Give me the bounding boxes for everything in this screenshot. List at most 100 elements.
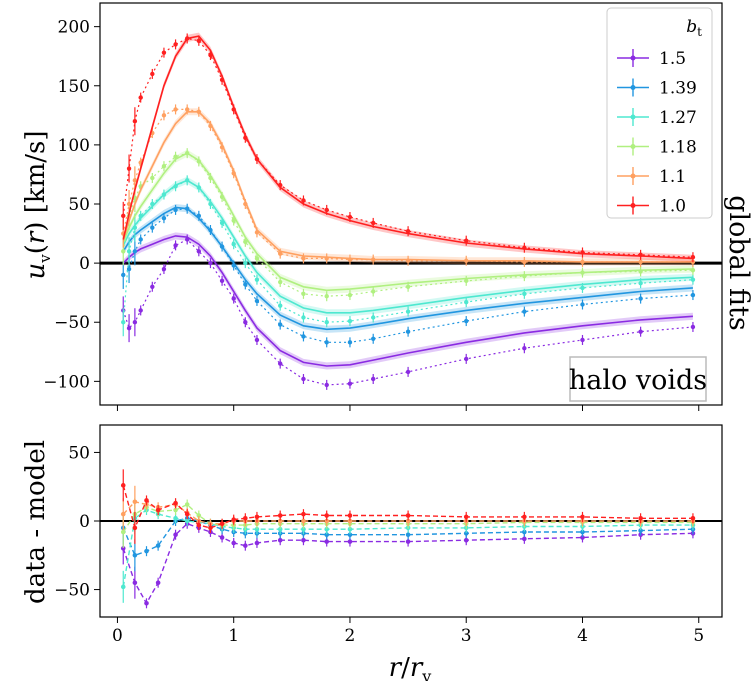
data-point-1.18 [173, 154, 178, 159]
residual-line-1.18 [122, 503, 693, 533]
residual-point-1.18 [173, 507, 178, 513]
data-point-1.1 [184, 107, 190, 112]
data-point-1.0 [208, 52, 213, 58]
residual-point-1.1 [405, 518, 411, 524]
data-point-1.1 [208, 123, 213, 129]
legend-marker-1.39 [630, 85, 636, 90]
top-ytick-label: 50 [68, 195, 90, 215]
data-point-1.0 [161, 50, 167, 55]
data-point-1.5 [254, 337, 260, 343]
residual-point-1.0 [254, 514, 260, 520]
data-point-1.27 [138, 213, 143, 219]
legend-label-1.0: 1.0 [659, 197, 686, 217]
top-ytick-label: −50 [54, 313, 90, 333]
data-point-1.0 [150, 71, 155, 77]
data-point-1.0 [638, 252, 643, 258]
data-point-1.1 [347, 257, 353, 262]
residual-point-1.39 [405, 532, 411, 538]
halo-voids-annotation: halo voids [569, 356, 707, 402]
residual-line-1.27 [122, 509, 693, 587]
data-point-1.39 [405, 329, 411, 334]
residual-point-1.0 [324, 513, 330, 518]
data-point-1.1 [278, 251, 283, 256]
bottom-xtick-label: 1 [228, 626, 239, 646]
data-point-1.5 [638, 329, 643, 334]
top-series-1.27 [121, 175, 696, 337]
data-point-1.5 [132, 320, 138, 325]
data-point-1.39 [522, 309, 527, 314]
residual-point-1.39 [144, 548, 149, 554]
residual-point-1.39 [347, 532, 353, 538]
data-point-1.0 [126, 166, 132, 171]
residual-point-1.27 [173, 515, 178, 521]
residual-point-1.5 [173, 532, 178, 538]
residual-point-1.1 [132, 499, 138, 505]
legend-marker-1.27 [630, 114, 636, 120]
residual-line-1.0 [122, 485, 693, 531]
data-point-1.0 [278, 182, 283, 188]
data-point-1.27 [324, 320, 329, 325]
legend-label-1.5: 1.5 [659, 49, 686, 69]
top-series-1.0 [121, 32, 696, 263]
data-point-1.5 [173, 243, 178, 248]
residual-point-1.5 [219, 535, 225, 540]
bottom-ytick-label: −50 [54, 581, 90, 601]
residual-point-1.1 [324, 518, 330, 524]
residual-point-1.27 [254, 526, 260, 532]
residual-point-1.0 [144, 498, 149, 503]
residual-point-1.5 [463, 537, 469, 543]
residual-point-1.0 [219, 521, 225, 527]
data-point-1.1 [580, 259, 585, 265]
data-point-1.18 [371, 289, 376, 294]
data-point-1.39 [184, 206, 190, 211]
residual-point-1.1 [120, 511, 126, 517]
bottom-xtick-label: 5 [693, 626, 704, 646]
residual-point-1.0 [405, 513, 411, 518]
top-series-1.5 [121, 232, 696, 390]
residual-point-1.5 [347, 539, 353, 544]
residual-point-1.39 [522, 529, 527, 535]
data-point-1.39 [690, 292, 696, 298]
data-point-1.5 [371, 376, 376, 382]
residual-point-1.0 [173, 500, 178, 506]
data-point-1.18 [324, 294, 329, 299]
data-point-1.18 [208, 175, 213, 181]
residual-point-1.5 [132, 580, 138, 586]
xlabel: r/rv [389, 653, 432, 681]
data-point-1.1 [371, 257, 376, 262]
data-point-1.27 [219, 220, 225, 226]
data-point-1.0 [580, 250, 585, 255]
data-point-1.18 [464, 278, 469, 284]
annotation-box [569, 356, 707, 402]
data-point-1.18 [231, 218, 236, 223]
bottom-ytick-label: 0 [79, 512, 90, 532]
data-point-1.1 [132, 178, 138, 183]
model-line-1.5 [122, 235, 693, 367]
data-point-1.0 [301, 198, 306, 203]
data-point-1.1 [126, 201, 132, 207]
data-point-1.18 [580, 270, 585, 275]
data-point-1.18 [347, 292, 353, 298]
residual-point-1.5 [277, 537, 283, 543]
residual-point-1.18 [120, 529, 126, 535]
residual-point-1.5 [405, 539, 411, 544]
data-point-1.18 [121, 249, 126, 254]
data-point-1.27 [126, 249, 132, 254]
residual-point-1.0 [580, 514, 585, 520]
data-point-1.5 [324, 382, 329, 388]
data-point-1.0 [132, 119, 138, 124]
data-point-1.27 [580, 285, 585, 291]
data-point-1.27 [150, 201, 155, 207]
residual-point-1.27 [347, 526, 353, 532]
data-point-1.0 [690, 255, 696, 260]
data-point-1.0 [138, 95, 143, 100]
data-point-1.1 [405, 258, 411, 263]
data-point-1.27 [184, 178, 190, 183]
data-point-1.5 [138, 308, 143, 313]
data-point-1.27 [301, 315, 306, 320]
residual-point-1.5 [324, 539, 330, 544]
bottom-panel: −50 0 50 0 1 2 3 4 5 [54, 424, 723, 646]
legend-label-1.39: 1.39 [659, 79, 697, 99]
residual-point-1.5 [243, 543, 248, 548]
